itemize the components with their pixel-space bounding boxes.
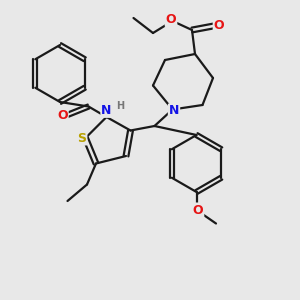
Text: H: H <box>116 100 124 111</box>
Text: N: N <box>169 104 179 118</box>
Text: O: O <box>57 109 68 122</box>
Text: O: O <box>214 19 224 32</box>
Text: O: O <box>193 203 203 217</box>
Text: N: N <box>101 104 112 117</box>
Text: O: O <box>166 13 176 26</box>
Text: S: S <box>77 131 86 145</box>
